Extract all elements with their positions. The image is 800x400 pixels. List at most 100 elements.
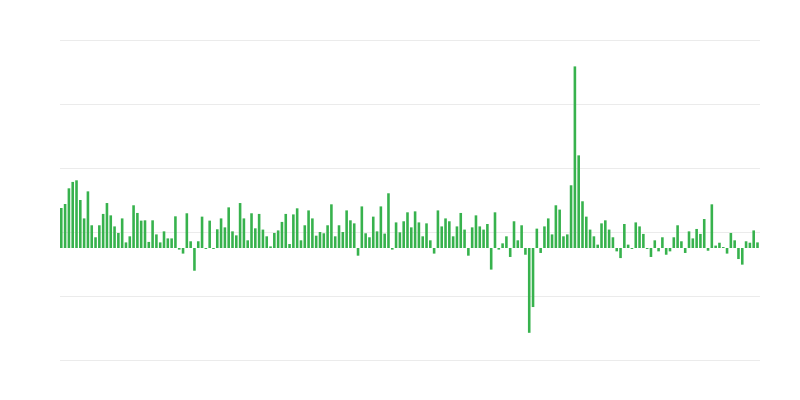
bar [299, 240, 303, 248]
bar [307, 210, 310, 248]
bar [292, 214, 295, 248]
bar [345, 210, 348, 248]
bar [672, 237, 676, 248]
bar [489, 248, 493, 270]
bar [505, 236, 508, 248]
bar [98, 225, 101, 248]
bar [143, 220, 147, 248]
bar [390, 248, 394, 250]
bar [174, 216, 177, 248]
bar [744, 241, 748, 248]
bar [330, 204, 333, 248]
bar [607, 229, 611, 248]
bar [710, 204, 714, 248]
bar [448, 221, 451, 248]
bar [691, 238, 695, 248]
bar [600, 223, 603, 248]
bar [604, 220, 607, 248]
bar [455, 226, 459, 248]
bar [231, 231, 234, 248]
bar [474, 215, 478, 248]
bar [288, 244, 291, 248]
bar [238, 203, 242, 248]
bar [295, 208, 299, 248]
bar [657, 248, 660, 252]
bar [276, 230, 280, 248]
bar [147, 241, 151, 248]
bar [181, 248, 185, 254]
bar [524, 248, 527, 255]
bar [185, 213, 189, 248]
bar [265, 236, 269, 248]
bar [470, 227, 474, 248]
bar [459, 212, 463, 248]
bar [676, 225, 679, 248]
bar [82, 218, 86, 248]
bar [413, 211, 417, 248]
bar [406, 212, 409, 248]
bar [581, 201, 584, 248]
bar [615, 248, 619, 252]
bar [314, 235, 318, 248]
bar [421, 236, 424, 248]
bar [322, 233, 326, 248]
bar [371, 216, 375, 248]
bar [729, 232, 733, 248]
bar [588, 229, 592, 248]
bar [71, 181, 74, 248]
bar [531, 248, 535, 308]
bar [341, 232, 345, 248]
bar [333, 236, 337, 248]
gridlines [60, 40, 760, 361]
bar [383, 233, 386, 248]
bar [410, 227, 413, 248]
bar [200, 216, 204, 248]
bar [539, 248, 542, 253]
bar [128, 236, 132, 248]
bar [86, 191, 90, 248]
bar [718, 242, 721, 248]
bar [630, 248, 634, 249]
bar [577, 155, 580, 248]
bar [337, 225, 341, 248]
bar [543, 226, 546, 248]
bar [94, 237, 97, 248]
bar [364, 233, 367, 248]
bar [75, 180, 78, 248]
bars [60, 66, 759, 333]
bar [326, 225, 329, 248]
bar [101, 213, 105, 248]
bar [257, 213, 261, 248]
bar [432, 248, 436, 254]
bar [284, 213, 288, 248]
bar [311, 218, 314, 248]
bar [634, 222, 638, 248]
bar [558, 209, 561, 248]
bar [702, 219, 706, 248]
bar [725, 248, 729, 254]
bar [204, 248, 208, 249]
bar [546, 218, 550, 248]
bar [273, 232, 276, 248]
bar [592, 236, 596, 248]
bar [398, 232, 402, 248]
bar [394, 222, 398, 248]
bar [535, 228, 539, 248]
bar [516, 240, 520, 248]
bar [261, 229, 265, 248]
bar [124, 242, 128, 248]
bar [139, 220, 143, 248]
bar [227, 207, 230, 248]
bar [653, 240, 657, 248]
bar [585, 216, 588, 248]
bar [280, 221, 284, 248]
bar [254, 228, 257, 248]
bar [444, 218, 447, 248]
bar [482, 229, 485, 248]
bar [638, 226, 641, 248]
bar [740, 248, 744, 265]
bar [166, 238, 170, 248]
bar [193, 248, 196, 271]
bar [486, 224, 489, 248]
